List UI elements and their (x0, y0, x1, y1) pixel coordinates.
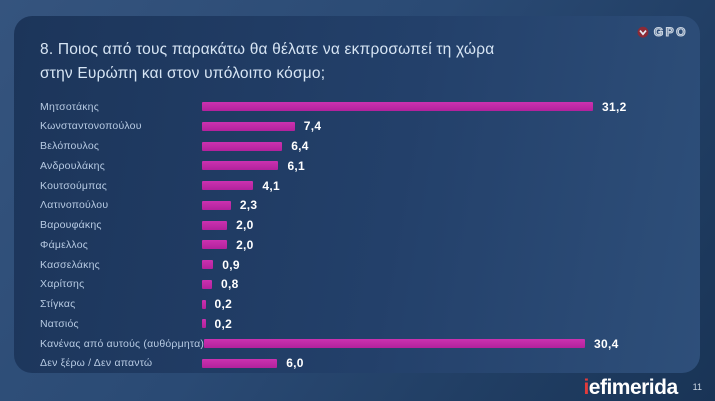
bar (202, 319, 206, 329)
bar (202, 358, 278, 368)
bar (204, 339, 586, 349)
chart-row: Κανένας από αυτούς (αυθόρμητα) 30,4 (40, 336, 674, 351)
category-label: Κωνσταντονοπούλου (40, 120, 142, 133)
bar (202, 102, 593, 111)
slide-card: GPO 8. Ποιος από τους παρακάτω θα θέλατε… (14, 16, 700, 373)
category-label: Χαρίτσης (40, 278, 85, 291)
chart-row: Δεν ξέρω / Δεν απαντώ 6,0 (40, 356, 674, 371)
value-label: 6,1 (287, 158, 306, 173)
chart-row: Κουτσούμπας 4,1 (40, 178, 674, 193)
iefimerida-logo-first-letter: i (583, 375, 589, 399)
chart-row: Στίγκας 0,2 (40, 297, 674, 312)
page-title: 8. Ποιος από τους παρακάτω θα θέλατε να … (40, 41, 495, 82)
category-label: Δεν ξέρω / Δεν απαντώ (40, 357, 153, 370)
value-label: 0,9 (222, 257, 240, 272)
category-label: Νατσιός (40, 317, 79, 330)
chart-row: Βελόπουλος 6,4 (40, 139, 674, 154)
chart-row: Μητσοτάκης 31,2 (40, 99, 674, 114)
bar (202, 299, 206, 309)
category-label: Βαρουφάκης (40, 219, 102, 232)
gpo-logo-text: GPO (653, 24, 688, 39)
value-label: 30,4 (594, 336, 619, 351)
chart-row: Χαρίτσης 0,8 (40, 277, 674, 292)
chart-row: Κωνσταντονοπούλου 7,4 (40, 119, 674, 134)
value-label: 6,4 (291, 139, 309, 154)
iefimerida-logo: iefimerida (583, 375, 678, 399)
bar-chart: Μητσοτάκης 31,2 Κωνσταντονοπούλου 7,4 Βελόπο… (40, 99, 674, 371)
bar (202, 279, 213, 289)
category-label: Κανένας από αυτούς (αυθόρμητα) (40, 337, 205, 350)
category-label: Ανδρουλάκης (40, 159, 105, 172)
category-label: Κουτσούμπας (40, 179, 107, 192)
chart-row: Λατινοπούλου 2,3 (40, 198, 674, 213)
bar (202, 141, 283, 151)
value-label: 0,2 (214, 316, 233, 331)
chart-row: Ανδρουλάκης 6,1 (40, 158, 674, 173)
gpo-logo: GPO (636, 24, 688, 40)
chart-row: Βαρουφάκης 2,0 (40, 218, 674, 233)
category-label: Φάμελλος (40, 238, 89, 251)
iefimerida-logo-rest: efimerida (588, 375, 678, 399)
bar (202, 200, 231, 210)
value-label: 2,0 (236, 218, 254, 233)
footer: iefimerida 11 (0, 373, 715, 401)
bar (202, 181, 254, 191)
chart-row: Φάμελλος 2,0 (40, 237, 674, 252)
value-label: 7,4 (303, 119, 322, 134)
value-label: 6,0 (286, 356, 304, 371)
bar (202, 220, 228, 230)
value-label: 0,8 (221, 277, 239, 292)
category-label: Μητσοτάκης (40, 100, 99, 113)
gpo-check-icon (637, 26, 649, 38)
category-label: Λατινοπούλου (40, 199, 109, 212)
value-label: 4,1 (262, 178, 280, 193)
bar (202, 161, 279, 171)
chart-row: Νατσιός 0,2 (40, 316, 674, 331)
category-label: Βελόπουλος (40, 140, 100, 153)
chart-row: Κασσελάκης 0,9 (40, 257, 674, 272)
category-label: Στίγκας (40, 298, 76, 311)
value-label: 2,0 (236, 237, 254, 252)
page-number: 11 (692, 382, 702, 392)
category-label: Κασσελάκης (40, 258, 100, 271)
bar (202, 240, 228, 250)
bar (202, 260, 214, 270)
value-label: 0,2 (214, 297, 233, 312)
bar (202, 121, 295, 131)
value-label: 2,3 (239, 198, 258, 213)
value-label: 31,2 (602, 99, 627, 114)
